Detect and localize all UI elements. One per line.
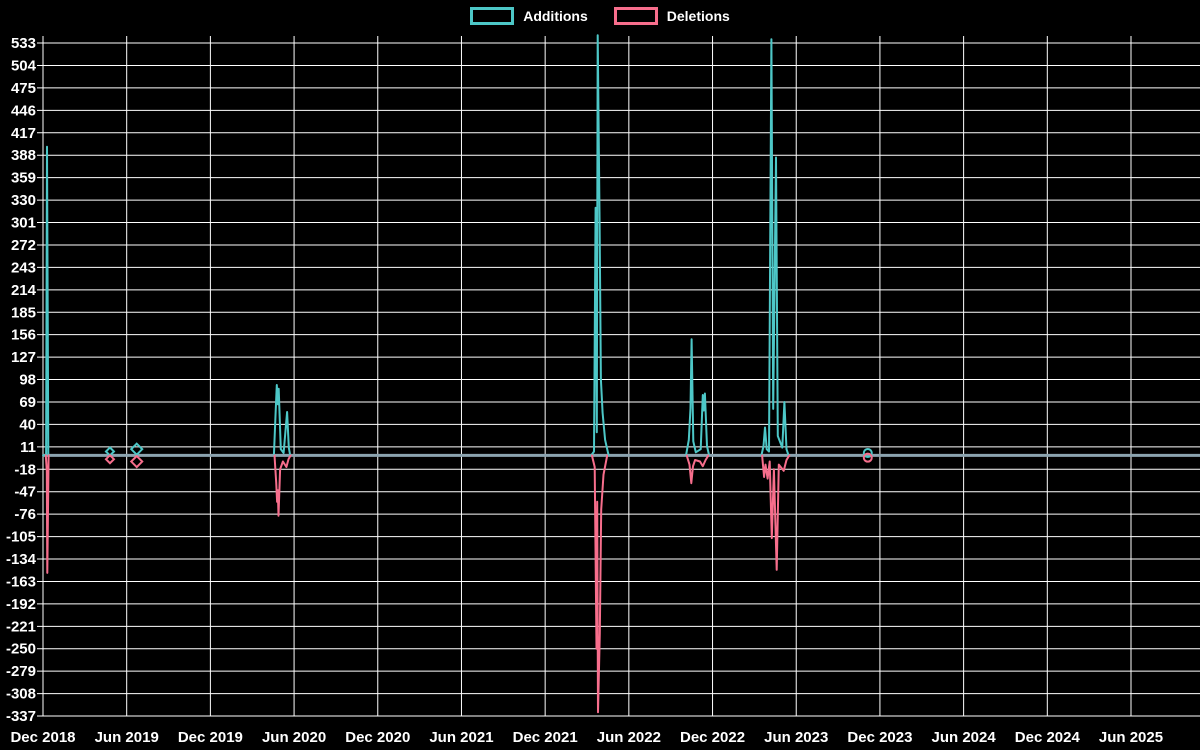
y-tick-label: -250	[6, 641, 36, 658]
x-tick-label: Jun 2025	[1099, 729, 1163, 746]
x-tick-label: Jun 2020	[262, 729, 326, 746]
additions-line-segment	[760, 38, 790, 457]
x-tick-label: Jun 2022	[597, 729, 661, 746]
y-tick-label: -192	[6, 596, 36, 613]
x-tick-label: Dec 2019	[178, 729, 243, 746]
deletions-point-marker	[862, 452, 873, 463]
additions-line-segment	[685, 338, 711, 457]
y-tick-label: 98	[19, 372, 36, 389]
y-tick-label: -47	[14, 484, 36, 501]
deletions-line-segment	[761, 454, 791, 571]
legend-label-additions: Additions	[523, 8, 588, 24]
y-tick-label: 301	[11, 215, 36, 232]
y-tick-label: 330	[11, 192, 36, 209]
legend-item-deletions[interactable]: Deletions	[613, 7, 730, 25]
y-tick-label: -221	[6, 618, 36, 635]
y-tick-label: 127	[11, 349, 36, 366]
y-tick-label: 156	[11, 327, 36, 344]
y-tick-label: -279	[6, 663, 36, 680]
x-tick-label: Jun 2019	[95, 729, 159, 746]
y-tick-label: -308	[6, 686, 36, 703]
additions-point-marker	[129, 442, 144, 457]
deletions-line-segment	[685, 454, 710, 485]
y-tick-label: 504	[11, 57, 37, 74]
y-tick-label: 214	[11, 282, 37, 299]
deletions-line-segment	[590, 454, 609, 714]
y-tick-label: 185	[11, 304, 36, 321]
x-tick-label: Dec 2018	[10, 729, 75, 746]
x-tick-label: Dec 2020	[345, 729, 410, 746]
y-tick-label: -76	[14, 506, 36, 523]
y-tick-label: -18	[14, 461, 36, 478]
y-tick-label: -337	[6, 708, 36, 725]
additions-line-segment	[272, 384, 292, 457]
additions-point-marker	[862, 448, 873, 459]
additions-line-segment	[590, 34, 610, 457]
legend-label-deletions: Deletions	[666, 8, 730, 24]
deletions-line-segment	[273, 454, 292, 517]
y-tick-label: -134	[6, 551, 37, 568]
deletions-point-marker	[129, 454, 144, 469]
additions-swatch-icon	[470, 7, 515, 25]
y-tick-label: 359	[11, 170, 36, 187]
additions-line-segment	[42, 145, 50, 457]
legend-item-additions[interactable]: Additions	[470, 7, 588, 25]
y-tick-label: 446	[11, 102, 36, 119]
y-tick-label: -105	[6, 529, 36, 546]
deletions-point-marker	[104, 453, 116, 465]
y-tick-label: 11	[20, 439, 36, 456]
x-tick-label: Jun 2023	[764, 729, 828, 746]
y-tick-label: 475	[11, 80, 36, 97]
x-tick-label: Jun 2021	[429, 729, 493, 746]
y-tick-label: 272	[11, 237, 36, 254]
y-tick-label: 388	[11, 147, 36, 164]
x-tick-label: Jun 2024	[932, 729, 997, 746]
y-tick-label: 243	[11, 259, 36, 276]
y-tick-label: 69	[19, 394, 36, 411]
x-tick-label: Dec 2022	[680, 729, 745, 746]
y-tick-label: 533	[11, 35, 36, 52]
chart-legend: Additions Deletions	[0, 7, 1200, 25]
x-tick-label: Dec 2023	[847, 729, 912, 746]
y-tick-label: -163	[6, 573, 36, 590]
x-tick-label: Dec 2021	[513, 729, 578, 746]
y-tick-label: 40	[19, 416, 36, 433]
deletions-swatch-icon	[613, 7, 658, 25]
y-tick-label: 417	[11, 125, 36, 142]
deletions-line-segment	[44, 454, 50, 574]
x-tick-label: Dec 2024	[1015, 729, 1081, 746]
